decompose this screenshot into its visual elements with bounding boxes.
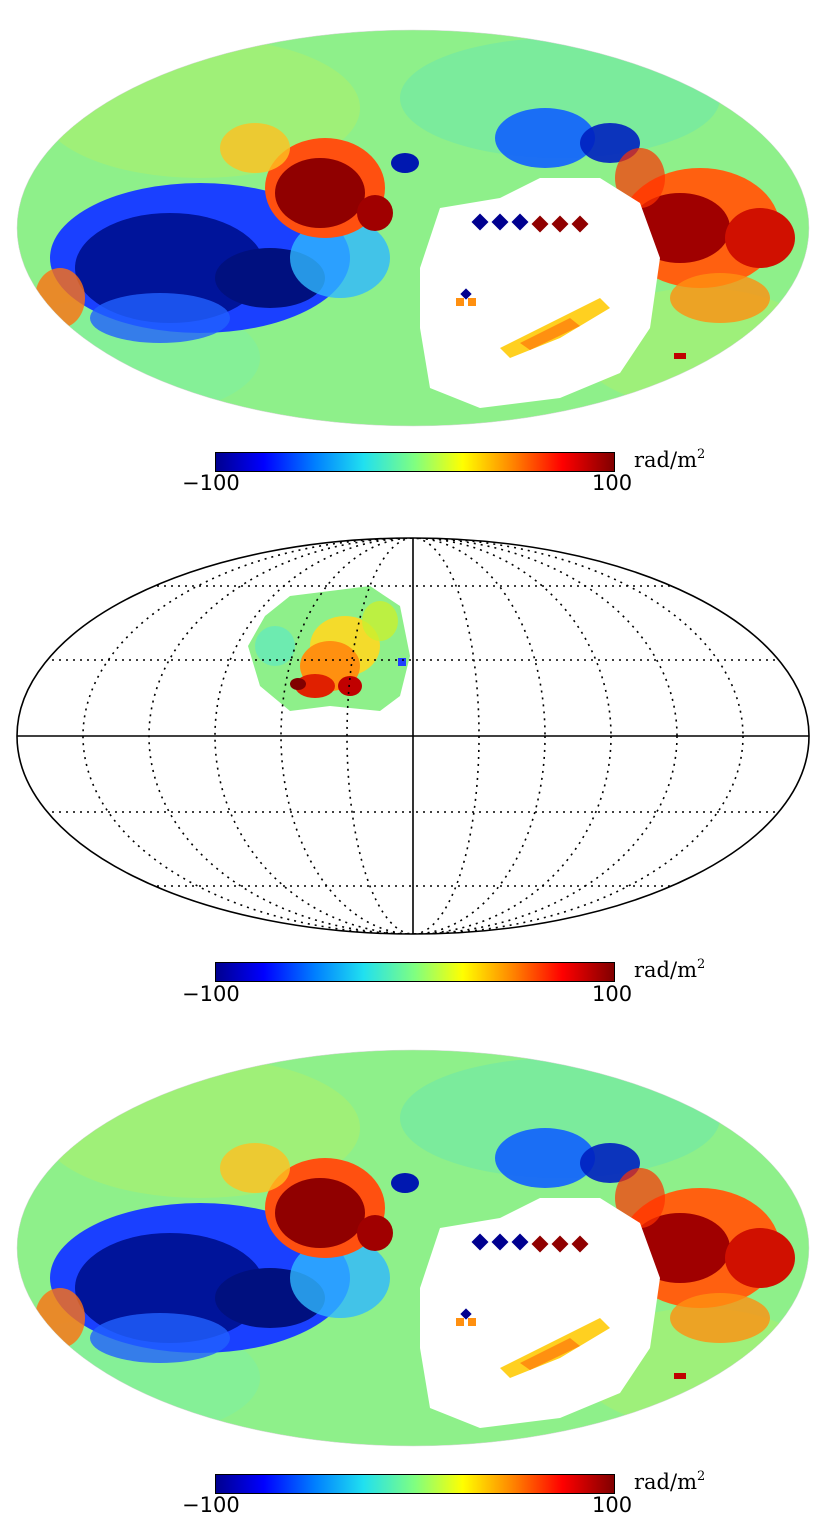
colorbar-unit: rad/m2 [634,957,706,982]
colorbar-min-label: −100 [182,471,240,495]
colorbar-max-label: 100 [592,1493,633,1517]
faraday-map-bottom [0,1048,830,1448]
colorbar-top [215,452,615,472]
mollweide-graticule-map [16,537,810,935]
sky-pixels [17,1050,809,1446]
colorbar-min-label: −100 [182,1493,240,1517]
colorbar-max-label: 100 [592,471,633,495]
colorbar-min-label: −100 [182,982,240,1006]
faraday-map-top [0,28,830,428]
colorbar-max-label: 100 [592,982,633,1006]
data-patch [248,586,410,711]
mollweide-map-top [16,29,810,427]
mollweide-map-bottom [16,1049,810,1447]
colorbar-unit: rad/m2 [634,1469,706,1494]
sky-pixels [17,30,809,426]
colorbar-bottom [215,1474,615,1494]
colorbar-middle [215,962,615,982]
colorbar-unit: rad/m2 [634,447,706,472]
map-boundary [16,537,810,935]
faraday-map-middle [0,536,830,940]
